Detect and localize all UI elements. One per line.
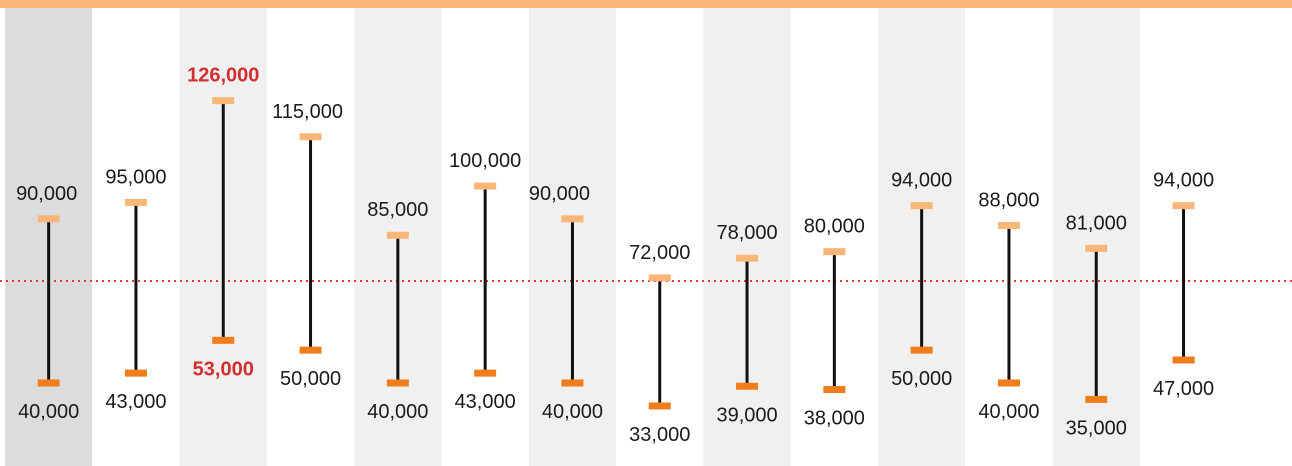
high-value-label: 94,000 — [1153, 170, 1214, 192]
low-tick — [37, 379, 60, 387]
range-marks: 90,000 40,000 95,000 43,000 126,000 53,000 115… — [16, 65, 1214, 446]
low-value-label: 47,000 — [1153, 378, 1214, 400]
high-tick — [124, 198, 147, 206]
low-value-label: 39,000 — [716, 404, 777, 426]
high-tick — [910, 202, 933, 210]
high-value-label: 78,000 — [716, 222, 777, 244]
high-value-label: 80,000 — [804, 216, 865, 238]
high-value-label: 126,000 — [187, 65, 259, 87]
high-tick — [212, 97, 235, 105]
high-value-label: 90,000 — [529, 183, 590, 205]
high-tick — [736, 254, 759, 262]
low-value-label: 38,000 — [804, 408, 865, 430]
low-tick — [474, 369, 497, 377]
low-tick — [561, 379, 584, 387]
high-tick — [299, 133, 322, 141]
high-value-label: 72,000 — [629, 242, 690, 264]
high-tick — [648, 274, 671, 282]
high-tick — [386, 231, 409, 239]
high-value-label: 94,000 — [891, 170, 952, 192]
high-value-label: 95,000 — [105, 166, 166, 188]
low-value-label: 40,000 — [542, 401, 603, 423]
low-tick — [736, 382, 759, 390]
high-value-label: 90,000 — [16, 183, 77, 205]
low-tick — [124, 369, 147, 377]
high-tick — [1172, 202, 1195, 210]
low-value-label: 40,000 — [978, 401, 1039, 423]
low-value-label: 40,000 — [18, 401, 79, 423]
low-tick — [212, 336, 235, 344]
high-value-label: 115,000 — [272, 101, 343, 123]
high-tick — [474, 182, 497, 190]
low-value-label: 35,000 — [1066, 417, 1127, 439]
high-tick — [561, 215, 584, 223]
high-tick — [1085, 244, 1108, 252]
high-tick — [823, 248, 846, 256]
low-tick — [386, 379, 409, 387]
low-tick — [823, 386, 846, 394]
low-value-label: 43,000 — [455, 391, 516, 413]
low-tick — [1172, 356, 1195, 364]
low-value-label: 53,000 — [193, 358, 254, 380]
low-value-label: 43,000 — [105, 391, 166, 413]
high-tick — [997, 221, 1020, 229]
high-value-label: 88,000 — [978, 189, 1039, 211]
top-accent-bar — [0, 0, 1292, 8]
low-value-label: 40,000 — [367, 401, 428, 423]
low-tick — [648, 402, 671, 410]
low-tick — [910, 346, 933, 354]
low-tick — [299, 346, 322, 354]
high-value-label: 85,000 — [367, 199, 428, 221]
high-value-label: 81,000 — [1066, 212, 1127, 234]
low-value-label: 50,000 — [891, 368, 952, 390]
high-tick — [37, 215, 60, 223]
high-value-label: 100,000 — [449, 150, 521, 172]
low-tick — [1085, 395, 1108, 403]
low-value-label: 33,000 — [629, 424, 690, 446]
low-value-label: 50,000 — [280, 368, 341, 390]
low-tick — [997, 379, 1020, 387]
